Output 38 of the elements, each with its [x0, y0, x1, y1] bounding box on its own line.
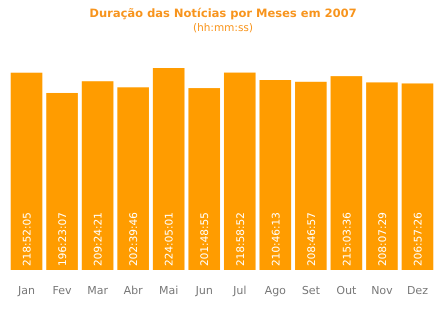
x-tick-label: Set — [302, 284, 321, 297]
x-tick-label: Jun — [194, 284, 213, 297]
bar — [366, 82, 398, 270]
bar — [46, 92, 78, 270]
data-label: 206:57:26 — [412, 212, 424, 266]
x-tick-label: Dez — [406, 284, 428, 297]
x-tick-label: Fev — [52, 284, 72, 297]
data-label: 201:48:55 — [199, 212, 212, 266]
data-label: 215:03:36 — [341, 212, 354, 266]
x-tick-label: Mai — [159, 284, 178, 297]
data-label: 208:07:29 — [376, 212, 389, 266]
bar — [224, 72, 256, 270]
x-tick-label: Jul — [232, 284, 246, 297]
bar — [10, 72, 42, 270]
data-label: 218:58:52 — [234, 212, 247, 266]
data-label: 209:24:21 — [92, 212, 105, 266]
chart-title: Duração das Notícias por Meses em 2007 — [89, 6, 357, 20]
data-label: 224:05:01 — [164, 212, 176, 266]
bar — [82, 81, 114, 270]
data-label: 196:23:07 — [57, 212, 70, 266]
bar — [402, 83, 434, 270]
x-tick-label: Out — [336, 284, 358, 297]
data-label: 208:46:57 — [306, 212, 318, 266]
bar — [259, 80, 292, 270]
x-tick-label: Mar — [87, 284, 108, 297]
bar — [152, 68, 185, 270]
chart-subtitle: (hh:mm:ss) — [193, 22, 253, 34]
bar — [330, 76, 362, 270]
data-label: 202:39:46 — [128, 212, 140, 266]
x-tick-label: Jan — [17, 284, 36, 297]
data-label: 210:46:13 — [270, 212, 282, 266]
data-label: 218:52:05 — [22, 212, 34, 266]
x-tick-label: Ago — [264, 284, 286, 297]
x-tick-label: Nov — [371, 284, 394, 297]
x-tick-label: Abr — [124, 284, 144, 297]
bar — [188, 88, 220, 270]
bar — [117, 87, 149, 270]
bar — [295, 82, 327, 270]
